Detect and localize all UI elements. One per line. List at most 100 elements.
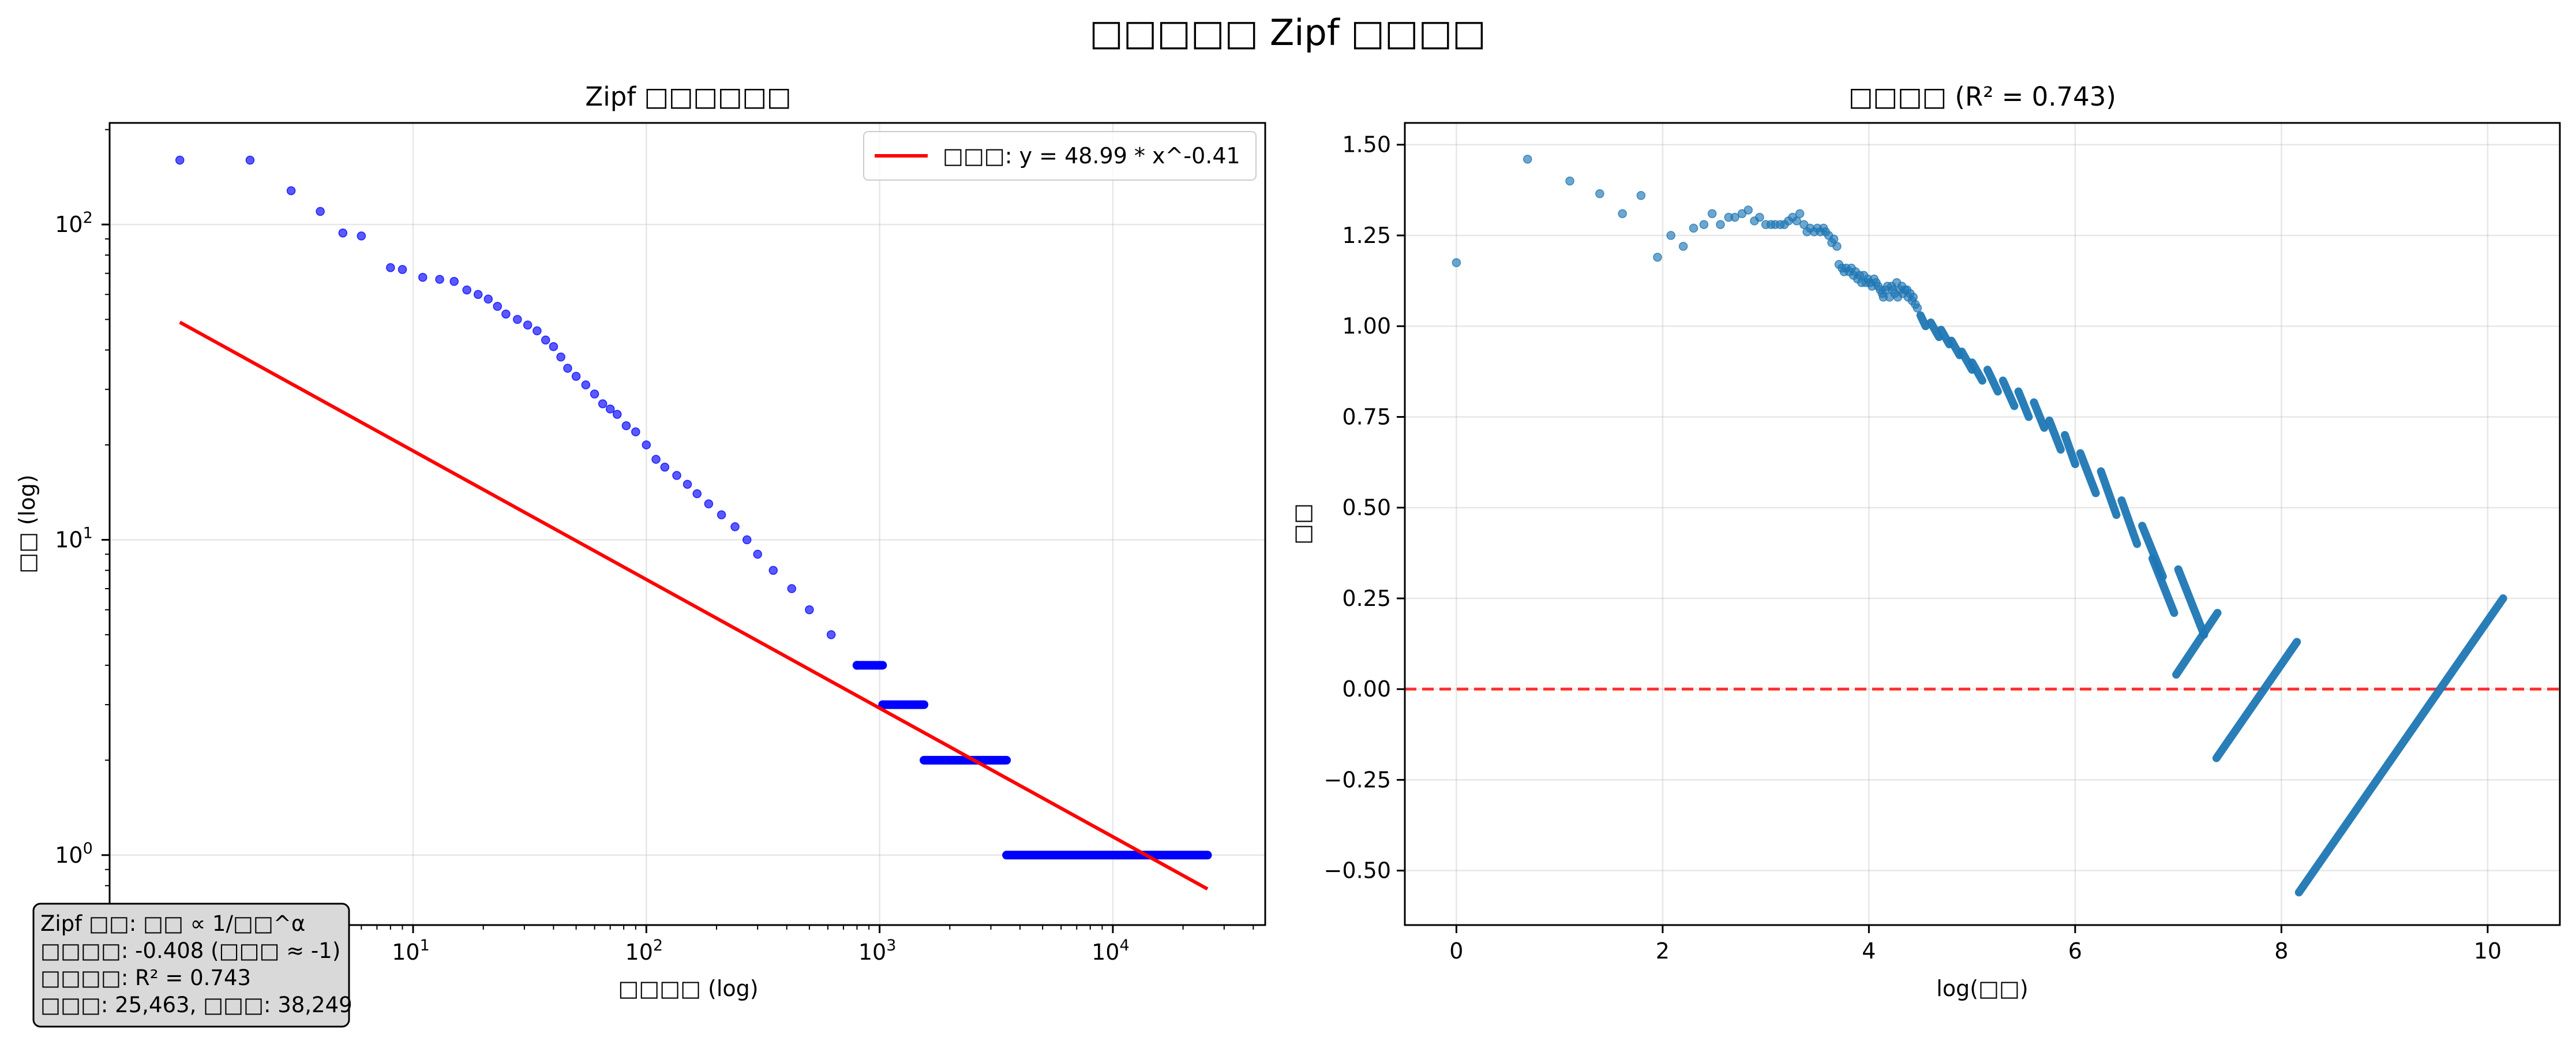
legend-entry-fit: □□□: y = 48.99 * x^-0.41 <box>943 143 1240 169</box>
left-plot-frame <box>108 122 1266 926</box>
left-x-tick-label: 104 <box>1092 937 1130 965</box>
right-x-tick-label: 2 <box>1656 938 1670 964</box>
rank-frequency-point <box>563 364 572 373</box>
right-x-tick-label: 4 <box>1862 938 1876 964</box>
residual-point <box>1618 209 1627 218</box>
residual-band <box>2030 398 2049 432</box>
rank-frequency-point <box>660 462 670 472</box>
left-y-tick-label: 102 <box>55 209 93 237</box>
residual-band <box>1998 376 2019 410</box>
right-plot-frame <box>1404 122 2561 926</box>
rank-frequency-point <box>581 380 591 390</box>
rank-frequency-point <box>357 231 366 241</box>
residual-band <box>2061 430 2079 469</box>
residual-point <box>1832 242 1842 251</box>
rank-frequency-point <box>613 410 622 419</box>
rank-frequency-point <box>605 404 615 414</box>
power-law-fit-line <box>179 320 1209 891</box>
rank-frequency-point <box>753 549 762 559</box>
left-x-tick-label: 102 <box>625 937 663 965</box>
residual-band <box>1983 365 2002 396</box>
residual-band <box>1926 318 1943 342</box>
rank-frequency-point <box>386 263 395 272</box>
rank-frequency-point <box>805 605 814 615</box>
right-x-tick-label: 0 <box>1449 938 1463 964</box>
left-data-series <box>175 155 1212 891</box>
residual-point <box>1730 212 1739 222</box>
rank-frequency-point <box>462 285 471 295</box>
rank-frequency-point <box>338 228 348 238</box>
left-x-axis-label: □□□□ (log) <box>618 976 758 1001</box>
stats-annotation-box: Zipf □□: □□ ∝ 1/□□^α □□□□: -0.408 (□□□ ≈… <box>32 903 353 1028</box>
rank-frequency-point <box>513 315 522 324</box>
residual-point <box>1666 231 1675 240</box>
residual-point <box>1689 223 1698 233</box>
residual-point <box>1755 212 1764 222</box>
residual-band <box>2294 594 2507 897</box>
left-y-axis-label: □□ (log) <box>14 474 40 573</box>
left-chart-title: Zipf □□□□□□ <box>585 81 791 112</box>
left-x-ticks: 101 102 103 104 <box>128 925 1254 965</box>
rank-frequency-point <box>742 535 752 545</box>
rank-frequency-point <box>571 372 581 381</box>
right-y-tick-label: 0.75 <box>1342 404 1391 429</box>
legend-box <box>863 131 1257 181</box>
zipf-loglog-chart: Zipf □□□□□□ 101 102 103 104 100 101 102 □□□□ … <box>14 81 1266 1028</box>
right-x-ticks: 0 2 4 6 8 10 <box>1449 925 2502 964</box>
rank-frequency-point <box>533 326 542 336</box>
right-y-tick-label: 1.00 <box>1342 313 1391 339</box>
rank-frequency-point <box>418 272 428 282</box>
left-x-tick-label: 101 <box>392 937 430 965</box>
right-y-tick-label: 1.50 <box>1342 132 1391 158</box>
rank-frequency-point <box>316 207 325 216</box>
residual-point <box>1743 205 1753 215</box>
residual-point <box>1653 252 1662 262</box>
rank-frequency-point <box>556 352 565 362</box>
right-x-tick-label: 6 <box>2068 938 2082 964</box>
residual-band <box>2045 416 2065 454</box>
rank-frequency-point <box>449 276 459 286</box>
rank-frequency-point <box>651 455 661 464</box>
residual-band <box>2076 449 2100 497</box>
rank-frequency-point <box>435 275 444 284</box>
right-y-tick-label: −0.50 <box>1324 858 1391 883</box>
left-y-tick-label: 101 <box>55 524 93 552</box>
residual-point <box>1565 176 1574 186</box>
residual-point <box>1636 191 1646 200</box>
rank-frequency-point <box>549 342 558 351</box>
rank-frequency-point <box>483 294 493 304</box>
residual-point <box>1595 189 1604 199</box>
right-y-tick-label: 0.00 <box>1342 676 1391 702</box>
residual-band <box>1916 311 1930 331</box>
rank-frequency-point <box>541 335 550 345</box>
residual-band <box>2174 565 2208 639</box>
rank-frequency-point <box>704 499 714 508</box>
right-x-tick-label: 8 <box>2274 938 2288 964</box>
rank-frequency-point <box>717 510 726 519</box>
rank-frequency-point <box>175 155 185 165</box>
residual-point <box>1716 220 1725 229</box>
left-legend: □□□: y = 48.99 * x^-0.41 <box>863 131 1257 181</box>
rank-frequency-point <box>730 522 740 531</box>
residual-point <box>1678 242 1688 251</box>
rank-frequency-point <box>286 186 296 196</box>
residual-point <box>1908 293 1918 302</box>
left-grid <box>110 123 1265 925</box>
residual-point <box>1795 209 1805 218</box>
residual-chart: □□□□ (R² = 0.743) 0 2 4 6 8 10 −0.50 −0.25 0.00… <box>1289 81 2561 1001</box>
right-y-tick-label: 0.50 <box>1342 495 1391 521</box>
right-y-axis-label: □□ <box>1289 503 1315 545</box>
right-chart-title: □□□□ (R² = 0.743) <box>1848 81 2116 112</box>
right-x-axis-label: log(□□) <box>1936 976 2028 1001</box>
right-x-tick-label: 10 <box>2474 938 2502 964</box>
residual-band <box>2097 467 2121 519</box>
left-x-tick-label: 103 <box>858 937 897 965</box>
rank-frequency-point <box>398 265 407 274</box>
right-y-tick-label: −0.25 <box>1324 767 1391 792</box>
annotation-line-2: □□□□: -0.408 (□□□ ≈ -1) <box>40 938 340 963</box>
rank-frequency-point <box>590 390 599 399</box>
annotation-line-3: □□□□: R² = 0.743 <box>40 965 251 990</box>
rank-frequency-point <box>621 421 631 430</box>
residual-band <box>2014 387 2033 421</box>
